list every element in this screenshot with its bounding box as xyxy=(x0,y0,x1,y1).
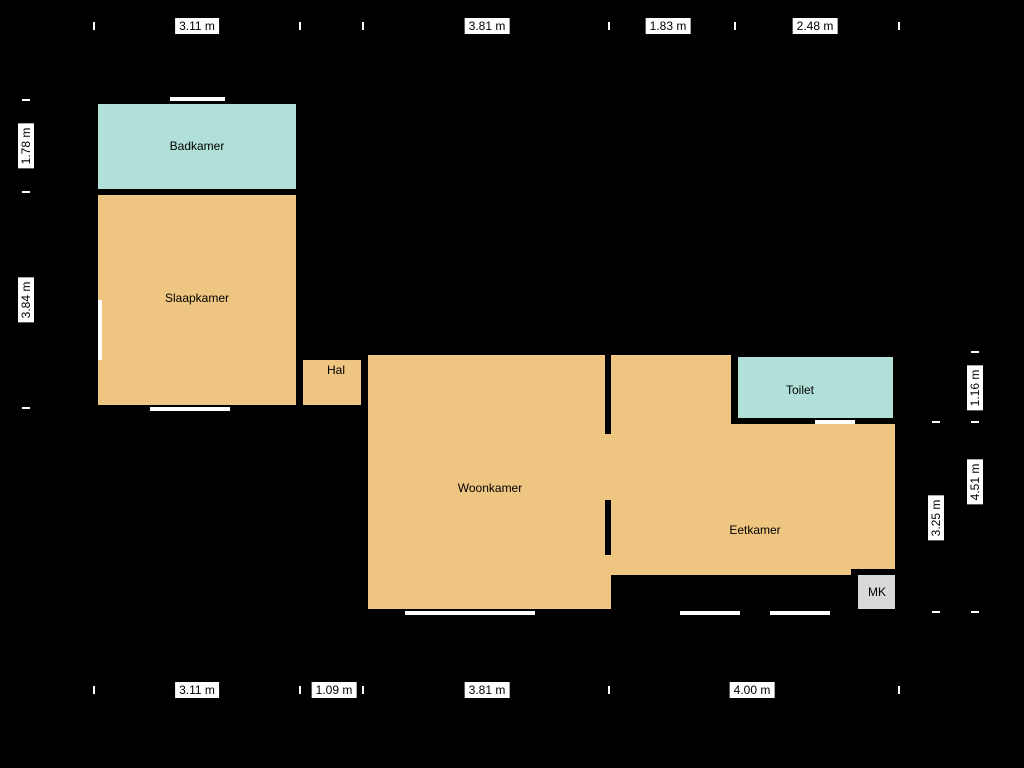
label-hal: Hal xyxy=(327,363,345,377)
dim-label: 3.11 m xyxy=(175,18,219,34)
label-woonkamer: Woonkamer xyxy=(458,481,522,495)
dim-label: 1.09 m xyxy=(312,682,357,698)
dim-tick xyxy=(898,686,900,694)
wall-segment xyxy=(851,569,901,575)
dim-label: 3.11 m xyxy=(175,682,219,698)
dim-tick xyxy=(971,611,979,613)
label-toilet: Toilet xyxy=(786,383,814,397)
dim-tick xyxy=(93,686,95,694)
dim-tick xyxy=(608,686,610,694)
dim-label: 4.00 m xyxy=(730,682,775,698)
wall-segment xyxy=(92,189,302,195)
wall-segment xyxy=(605,349,611,434)
room-toilet xyxy=(738,357,893,420)
wall-segment xyxy=(298,353,366,359)
label-slaapkamer: Slaapkamer xyxy=(165,291,229,305)
dim-tick xyxy=(362,22,364,30)
window-segment xyxy=(150,407,230,411)
dim-tick xyxy=(93,22,95,30)
window-segment xyxy=(170,97,225,101)
dim-label: 3.25 m xyxy=(928,496,944,541)
label-badkamer: Badkamer xyxy=(170,139,225,153)
dim-tick xyxy=(898,22,900,30)
dim-label: 4.51 m xyxy=(967,460,983,505)
dim-tick xyxy=(362,686,364,694)
dim-tick xyxy=(299,686,301,694)
label-mk: MK xyxy=(868,585,886,599)
dim-tick xyxy=(22,99,30,101)
dim-tick xyxy=(22,407,30,409)
wall-segment xyxy=(361,349,901,355)
window-segment xyxy=(405,611,535,615)
wall-segment xyxy=(895,349,901,615)
window-segment xyxy=(98,300,102,360)
floorplan-canvas: Badkamer Slaapkamer Hal Woonkamer Keuken… xyxy=(0,0,1024,768)
dim-tick xyxy=(299,22,301,30)
dim-label: 3.84 m xyxy=(18,278,34,323)
dim-label: 1.83 m xyxy=(646,18,691,34)
wall-segment xyxy=(361,349,367,615)
wall-segment xyxy=(605,500,611,555)
wall-segment xyxy=(296,98,302,357)
dim-label: 2.48 m xyxy=(793,18,838,34)
window-segment xyxy=(815,420,855,424)
dim-tick xyxy=(932,421,940,423)
dim-label: 3.81 m xyxy=(465,682,510,698)
dim-label: 3.81 m xyxy=(465,18,510,34)
wall-segment xyxy=(92,98,98,411)
dim-label: 1.78 m xyxy=(18,124,34,169)
dim-tick xyxy=(734,22,736,30)
dim-tick xyxy=(22,191,30,193)
dim-tick xyxy=(971,421,979,423)
dim-tick xyxy=(608,22,610,30)
wall-segment xyxy=(298,405,366,411)
dim-tick xyxy=(932,611,940,613)
wall-segment xyxy=(731,349,737,424)
wall-segment xyxy=(851,569,857,613)
window-segment xyxy=(770,611,830,615)
dim-tick xyxy=(971,351,979,353)
window-segment xyxy=(680,611,740,615)
label-eetkamer: Eetkamer xyxy=(729,523,780,537)
dim-label: 1.16 m xyxy=(967,366,983,411)
room-eetkamer xyxy=(611,420,896,575)
